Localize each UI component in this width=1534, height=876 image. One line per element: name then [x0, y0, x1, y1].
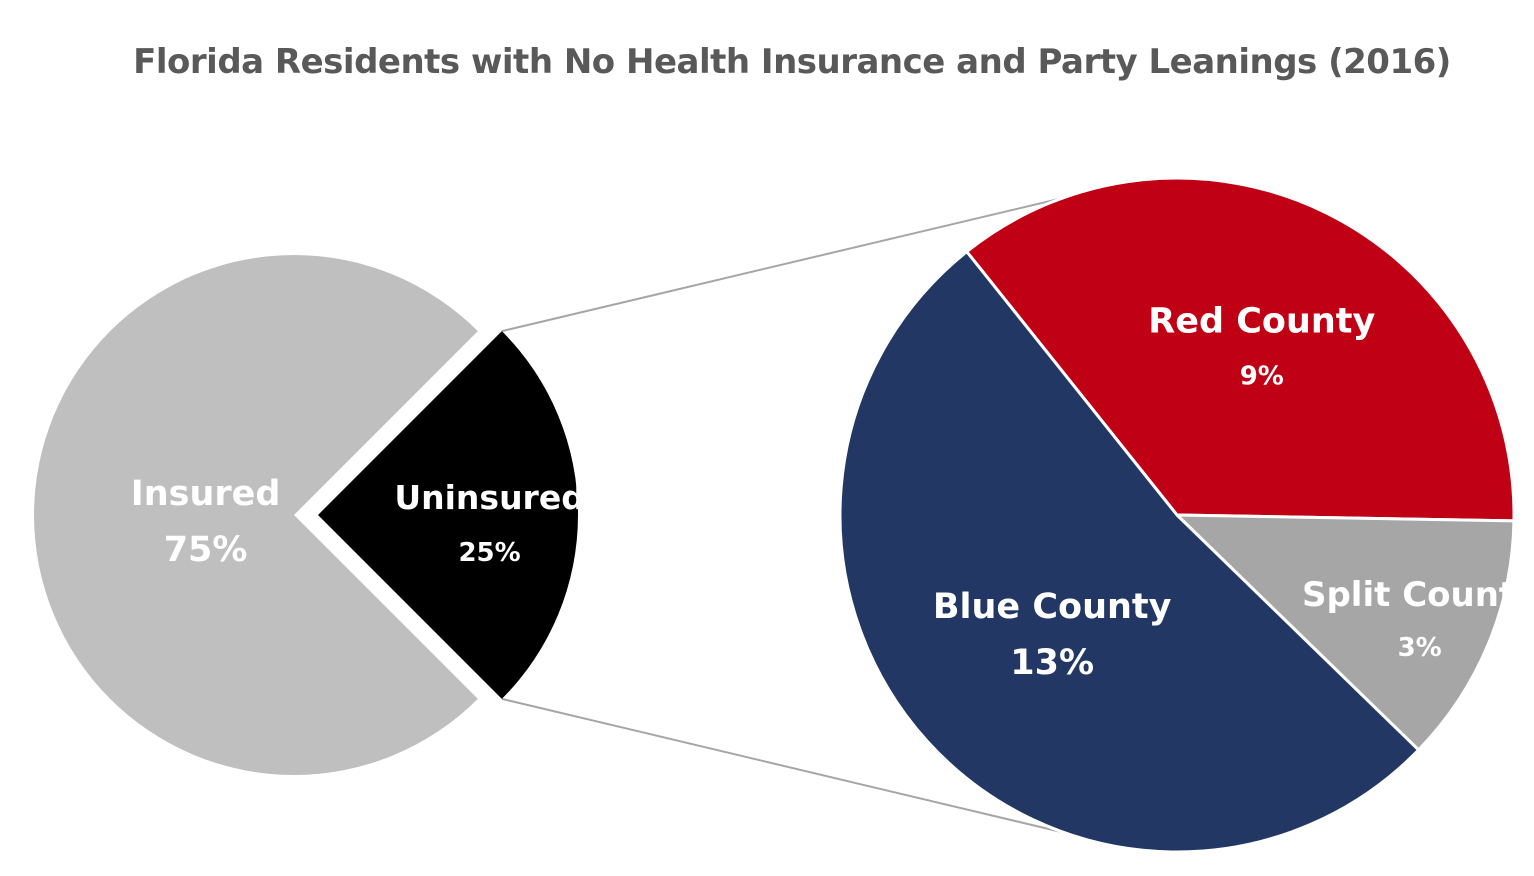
slice-red-county	[965, 176, 1516, 523]
main-label-insured: Insured	[131, 474, 281, 514]
main-value-insured: 75%	[164, 530, 248, 570]
breakdown-value-red-county: 9%	[1240, 362, 1284, 392]
slice-insured	[34, 254, 478, 775]
breakdown-pie	[838, 176, 1516, 854]
breakdown-value-split-county: 3%	[1398, 633, 1442, 663]
chart-title: Florida Residents with No Health Insuran…	[133, 42, 1451, 82]
slice-split-county	[1175, 513, 1516, 752]
breakdown-label-red-county: Red County	[1148, 302, 1375, 342]
breakdown-label-blue-county: Blue County	[933, 587, 1172, 627]
slice-uninsured	[318, 331, 578, 699]
main-label-uninsured: Uninsured	[394, 478, 585, 517]
connector-line-bottom	[501, 697, 1096, 841]
slice-blue-county	[838, 250, 1421, 854]
main-value-uninsured: 25%	[458, 538, 520, 568]
main-pie	[34, 254, 578, 775]
connector-line-top	[501, 191, 1089, 333]
connector-lines	[501, 191, 1096, 841]
breakdown-label-split-county: Split County	[1302, 575, 1534, 615]
data-labels: Insured 75% Uninsured 25% Red County 9% Split …	[131, 302, 1534, 684]
breakdown-value-blue-county: 13%	[1010, 643, 1094, 683]
